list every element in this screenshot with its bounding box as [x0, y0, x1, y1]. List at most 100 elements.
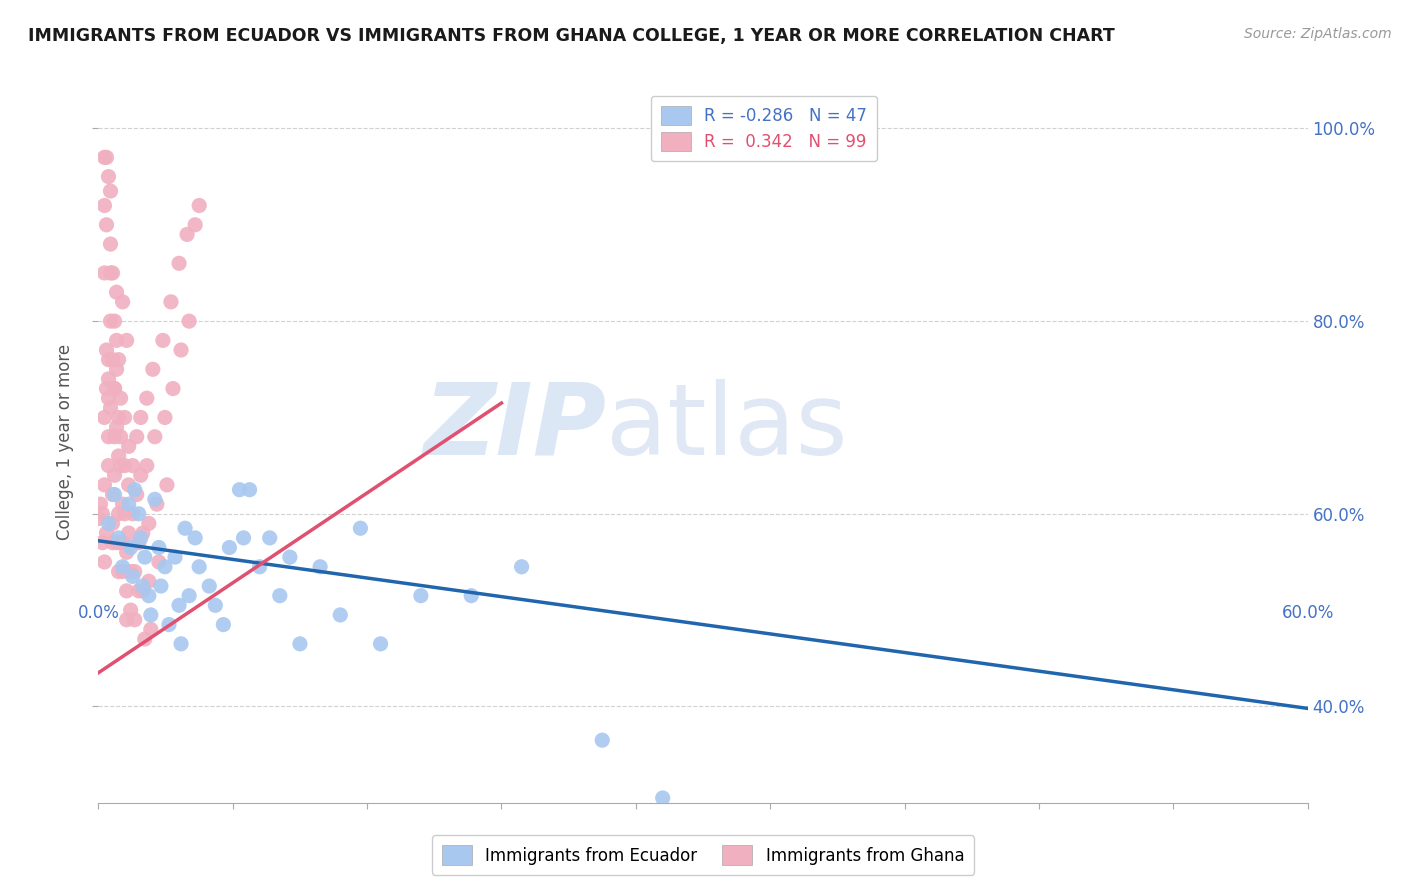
- Point: [409, 589, 432, 603]
- Text: atlas: atlas: [606, 378, 848, 475]
- Point: [132, 526, 155, 541]
- Point: [97, 516, 120, 531]
- Point: [103, 468, 125, 483]
- Point: [179, 314, 201, 328]
- Text: ZIP: ZIP: [423, 378, 606, 475]
- Point: [105, 362, 128, 376]
- Point: [103, 382, 125, 396]
- Point: [129, 410, 152, 425]
- Point: [170, 637, 193, 651]
- Point: [128, 535, 150, 549]
- Point: [101, 487, 124, 501]
- Point: [132, 583, 155, 598]
- Point: [105, 420, 128, 434]
- Point: [107, 507, 129, 521]
- Point: [115, 583, 138, 598]
- Point: [118, 497, 141, 511]
- Point: [349, 521, 371, 535]
- Point: [157, 617, 180, 632]
- Point: [152, 334, 174, 348]
- Point: [110, 391, 132, 405]
- Point: [118, 526, 141, 541]
- Point: [174, 521, 197, 535]
- Point: [115, 545, 138, 559]
- Point: [115, 334, 138, 348]
- Point: [232, 531, 254, 545]
- Point: [118, 439, 141, 453]
- Point: [100, 237, 122, 252]
- Point: [93, 198, 115, 212]
- Point: [96, 382, 118, 396]
- Point: [591, 733, 613, 747]
- Point: [114, 507, 136, 521]
- Point: [101, 352, 124, 367]
- Legend: Immigrants from Ecuador, Immigrants from Ghana: Immigrants from Ecuador, Immigrants from…: [432, 836, 974, 875]
- Legend: R = -0.286   N = 47, R =  0.342   N = 99: R = -0.286 N = 47, R = 0.342 N = 99: [651, 95, 877, 161]
- Point: [93, 555, 115, 569]
- Point: [96, 150, 118, 164]
- Point: [138, 516, 160, 531]
- Point: [96, 218, 118, 232]
- Point: [309, 559, 332, 574]
- Point: [107, 531, 129, 545]
- Point: [162, 382, 184, 396]
- Point: [111, 535, 134, 549]
- Point: [259, 531, 281, 545]
- Point: [249, 559, 271, 574]
- Point: [97, 169, 120, 184]
- Point: [124, 565, 146, 579]
- Y-axis label: College, 1 year or more: College, 1 year or more: [56, 343, 75, 540]
- Point: [139, 623, 162, 637]
- Point: [125, 430, 148, 444]
- Point: [179, 589, 201, 603]
- Point: [163, 550, 186, 565]
- Point: [128, 507, 150, 521]
- Point: [218, 541, 240, 555]
- Point: [188, 559, 211, 574]
- Point: [101, 266, 124, 280]
- Point: [103, 382, 125, 396]
- Point: [107, 410, 129, 425]
- Point: [288, 637, 311, 651]
- Point: [204, 599, 226, 613]
- Point: [128, 583, 150, 598]
- Point: [110, 535, 132, 549]
- Text: Source: ZipAtlas.com: Source: ZipAtlas.com: [1244, 27, 1392, 41]
- Point: [212, 617, 235, 632]
- Point: [184, 218, 207, 232]
- Point: [111, 294, 134, 309]
- Point: [100, 314, 122, 328]
- Point: [153, 410, 176, 425]
- Point: [105, 334, 128, 348]
- Point: [96, 526, 118, 541]
- Point: [129, 468, 152, 483]
- Point: [148, 555, 170, 569]
- Point: [97, 352, 120, 367]
- Point: [370, 637, 392, 651]
- Point: [134, 550, 156, 565]
- Point: [460, 589, 482, 603]
- Point: [160, 294, 183, 309]
- Point: [198, 579, 221, 593]
- Point: [97, 430, 120, 444]
- Point: [121, 507, 143, 521]
- Point: [143, 430, 166, 444]
- Point: [143, 492, 166, 507]
- Point: [176, 227, 198, 242]
- Point: [105, 535, 128, 549]
- Point: [91, 535, 114, 549]
- Point: [93, 150, 115, 164]
- Point: [125, 487, 148, 501]
- Point: [103, 487, 125, 501]
- Point: [269, 589, 291, 603]
- Point: [111, 559, 134, 574]
- Point: [103, 430, 125, 444]
- Point: [228, 483, 250, 497]
- Text: IMMIGRANTS FROM ECUADOR VS IMMIGRANTS FROM GHANA COLLEGE, 1 YEAR OR MORE CORRELA: IMMIGRANTS FROM ECUADOR VS IMMIGRANTS FR…: [28, 27, 1115, 45]
- Point: [148, 541, 170, 555]
- Point: [105, 285, 128, 300]
- Point: [146, 497, 169, 511]
- Point: [121, 458, 143, 473]
- Point: [120, 565, 142, 579]
- Point: [93, 478, 115, 492]
